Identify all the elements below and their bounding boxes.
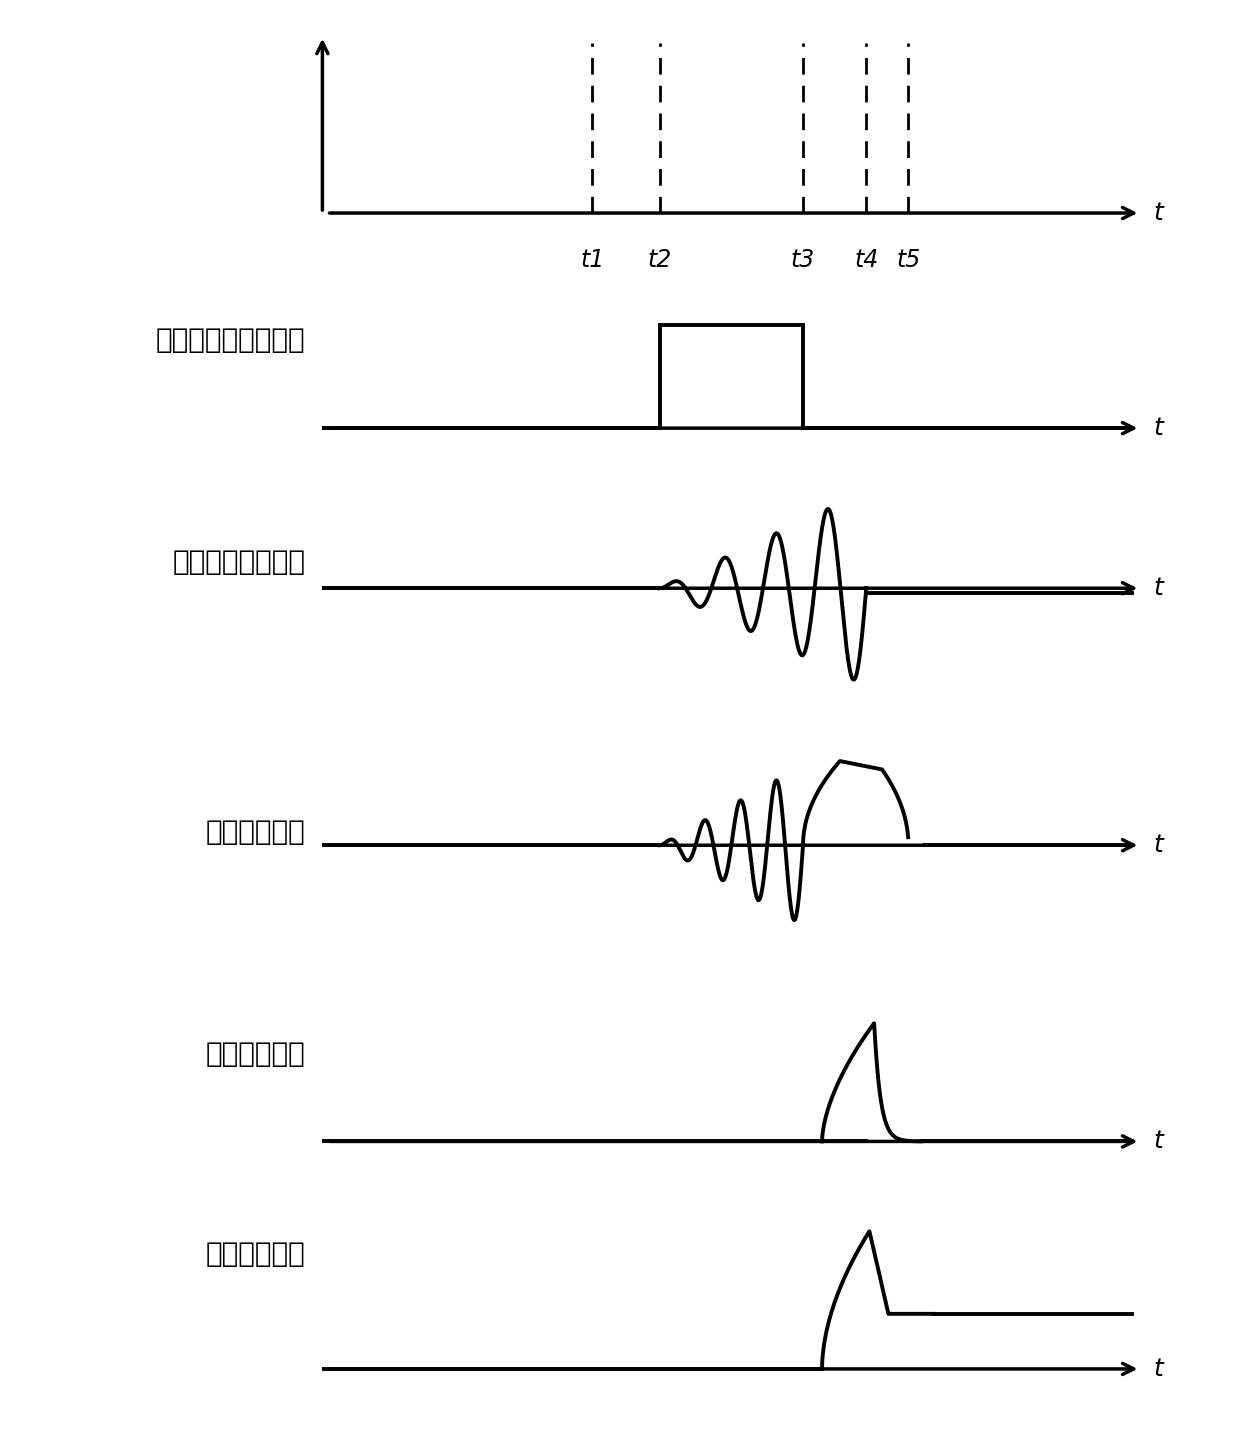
Text: 晶闸管门极触发信号: 晶闸管门极触发信号 — [156, 327, 305, 354]
Text: t5: t5 — [897, 249, 920, 272]
Text: t3: t3 — [791, 249, 815, 272]
Text: t: t — [1153, 833, 1163, 858]
Text: 振荡支路电流: 振荡支路电流 — [206, 817, 305, 846]
Text: 机械开关电压: 机械开关电压 — [206, 1239, 305, 1268]
Text: 吸收支路电流: 吸收支路电流 — [206, 1040, 305, 1068]
Text: t: t — [1153, 1357, 1163, 1381]
Text: t: t — [1153, 416, 1163, 440]
Text: t1: t1 — [580, 249, 604, 272]
Text: 机械开关支路电流: 机械开关支路电流 — [172, 548, 305, 576]
Text: t: t — [1153, 576, 1163, 600]
Text: t: t — [1153, 1130, 1163, 1154]
Text: t2: t2 — [647, 249, 672, 272]
Text: t4: t4 — [854, 249, 878, 272]
Text: t: t — [1153, 201, 1163, 224]
